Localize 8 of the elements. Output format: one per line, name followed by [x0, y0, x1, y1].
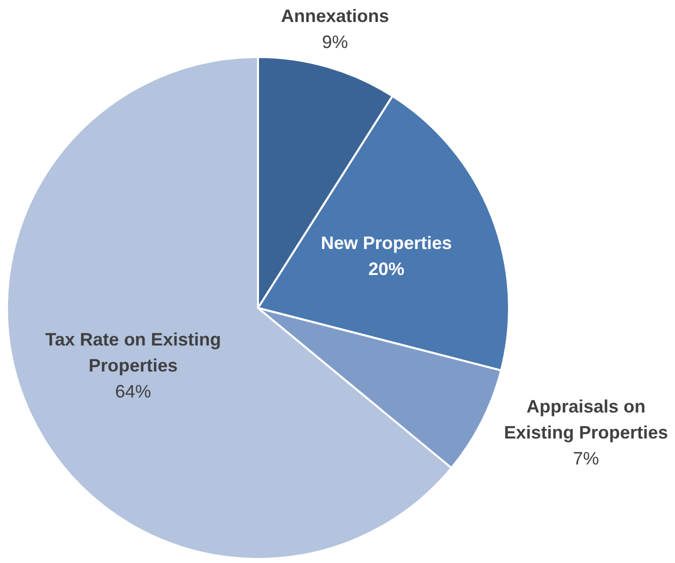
data-label: 7% [573, 448, 600, 468]
slice-label: New Properties [320, 233, 452, 254]
slice-label: Tax Rate on Existing Properties [45, 330, 221, 376]
data-label: 9% [322, 32, 348, 52]
slice-label: Appraisals on Existing Properties [504, 396, 668, 442]
slice-label: Annexations [281, 6, 390, 26]
data-label: 20% [368, 259, 404, 280]
data-label: 64% [115, 382, 152, 402]
